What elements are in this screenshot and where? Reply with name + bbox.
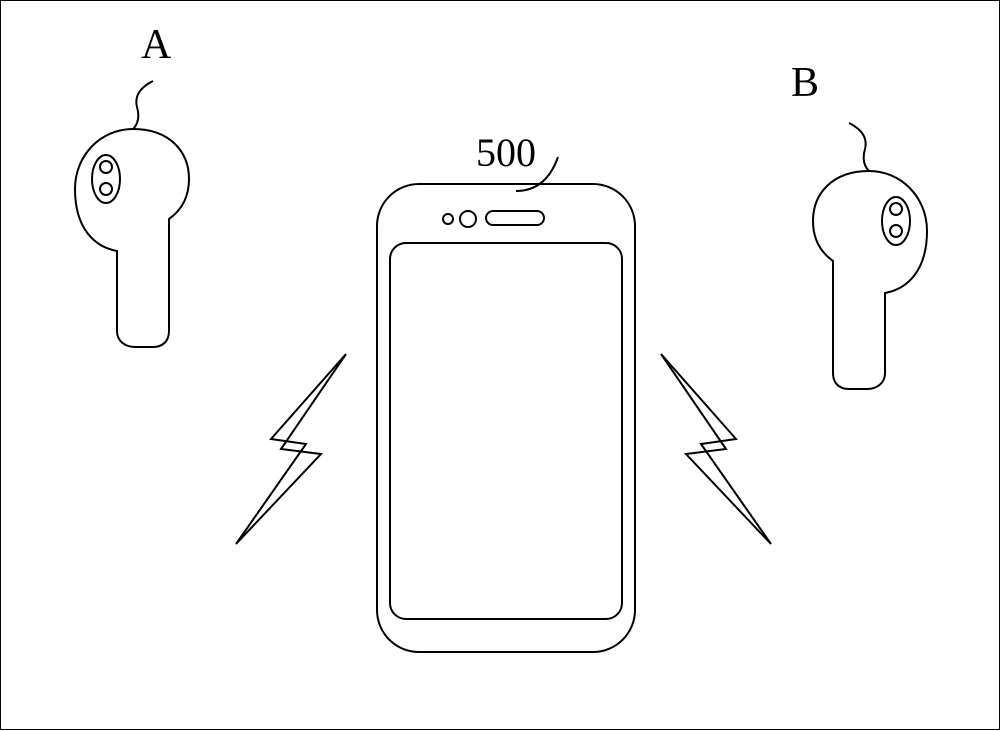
label-500: 500 bbox=[476, 129, 536, 176]
label-500-text: 500 bbox=[476, 130, 536, 175]
bolt-left bbox=[216, 344, 366, 564]
earbud-right bbox=[801, 121, 941, 391]
earbud-left bbox=[61, 79, 201, 349]
label-b: B bbox=[791, 59, 819, 107]
phone bbox=[376, 183, 636, 653]
label-a: A bbox=[141, 21, 171, 69]
label-b-text: B bbox=[791, 60, 819, 106]
label-a-text: A bbox=[141, 22, 171, 68]
bolt-right bbox=[641, 344, 791, 564]
diagram-canvas: A B 500 bbox=[0, 0, 1000, 730]
